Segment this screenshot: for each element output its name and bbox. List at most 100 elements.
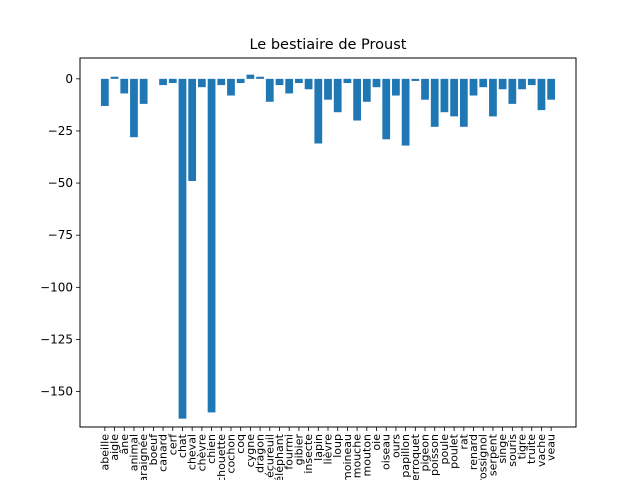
x-tick-label: dragon <box>254 434 267 473</box>
bar-lapin <box>314 78 323 144</box>
bar-serpent <box>489 78 497 117</box>
bar-vache <box>537 78 546 111</box>
x-tick-label: âne <box>118 434 131 455</box>
x-tick-label: ours <box>389 434 402 458</box>
bar-aigle <box>110 76 119 79</box>
x-tick-label: papillon <box>399 434 412 478</box>
bar-souris <box>508 78 517 104</box>
x-tick-label: cygne <box>244 434 257 468</box>
x-tick-label: cerf <box>166 433 179 455</box>
y-tick-label: −25 <box>48 124 73 138</box>
bar-chat <box>178 78 187 419</box>
x-tick-label: lapin <box>312 434 325 461</box>
x-tick-label: écureuil <box>263 434 276 478</box>
x-tick-label: oiseau <box>380 434 393 470</box>
bar-oiseau <box>382 78 391 140</box>
x-tick-label: canard <box>157 434 170 472</box>
bar-insecte <box>304 78 313 90</box>
x-tick-label: chien <box>205 434 218 464</box>
bar-singe <box>498 78 507 90</box>
x-tick-label: rossignol <box>477 434 490 480</box>
x-tick-label: chat <box>176 433 189 458</box>
x-tick-label: souris <box>506 434 519 467</box>
x-tick-label: poule <box>438 434 451 465</box>
x-tick-label: insecte <box>302 434 315 474</box>
bar-ours <box>392 78 400 96</box>
x-axis: abeilleaigleâneanimalaraignéeboeufcanard… <box>98 427 558 480</box>
bar-écureuil <box>265 78 274 102</box>
y-tick-label: 0 <box>65 72 73 86</box>
x-tick-label: moineau <box>341 434 354 480</box>
bar-veau <box>547 78 556 100</box>
x-tick-label: veau <box>545 434 558 461</box>
bar-loup <box>333 78 342 113</box>
x-tick-label: animal <box>127 434 140 471</box>
bar-cerf <box>168 78 177 84</box>
x-tick-label: cochon <box>224 434 237 474</box>
bars-group <box>100 74 556 419</box>
bar-tigre <box>518 78 526 90</box>
bar-abeille <box>100 78 109 106</box>
bar-rat <box>459 78 468 127</box>
x-tick-label: mouche <box>351 434 364 478</box>
bar-araignée <box>139 78 148 104</box>
x-tick-label: oie <box>370 434 383 451</box>
x-tick-label: mouton <box>360 434 373 476</box>
x-tick-label: éléphant <box>273 433 286 480</box>
bar-oie <box>372 78 381 88</box>
bar-éléphant <box>275 78 284 86</box>
y-tick-label: −125 <box>40 332 73 346</box>
x-tick-label: vache <box>535 434 548 467</box>
bar-pigeon <box>421 78 429 100</box>
bar-rossignol <box>479 78 488 88</box>
bar-papillon <box>401 78 410 146</box>
bar-chien <box>207 78 216 413</box>
y-tick-label: −150 <box>40 385 73 399</box>
x-tick-label: abeille <box>98 434 111 471</box>
bar-cygne <box>246 74 255 79</box>
bar-dragon <box>256 76 264 79</box>
bar-moineau <box>343 78 352 84</box>
x-tick-label: poulet <box>448 433 461 469</box>
x-tick-label: fourmi <box>283 434 296 470</box>
bar-truite <box>527 78 536 86</box>
bar-poulet <box>450 78 459 117</box>
bar-mouche <box>353 78 361 121</box>
x-tick-label: chèvre <box>195 434 208 472</box>
bar-perroquet <box>411 78 420 81</box>
x-tick-label: pigeon <box>419 434 432 472</box>
y-tick-label: −100 <box>40 280 73 294</box>
bar-cochon <box>227 78 235 96</box>
bar-canard <box>159 78 167 86</box>
y-tick-label: −50 <box>48 176 73 190</box>
y-tick-label: −75 <box>48 228 73 242</box>
bar-coq <box>236 78 245 84</box>
bar-âne <box>120 78 129 94</box>
x-tick-label: araignée <box>137 434 150 480</box>
y-axis: 0 −25 −50 −75 −100 −125 −150 <box>40 72 80 399</box>
x-tick-label: perroquet <box>409 433 422 480</box>
bar-poule <box>440 78 449 113</box>
x-tick-label: cheval <box>186 434 199 470</box>
bar-poisson <box>430 78 439 127</box>
x-tick-label: aigle <box>108 434 121 461</box>
bar-animal <box>130 78 138 138</box>
bar-lièvre <box>324 78 332 100</box>
x-tick-label: truite <box>525 434 538 464</box>
x-tick-label: chouette <box>215 434 228 480</box>
bar-gibier <box>295 78 303 84</box>
x-tick-label: renard <box>467 434 480 470</box>
x-tick-label: lièvre <box>322 434 335 465</box>
x-tick-label: gibier <box>292 434 305 466</box>
bar-fourmi <box>285 78 294 94</box>
x-tick-label: loup <box>331 434 344 458</box>
x-tick-label: boeuf <box>147 433 160 465</box>
bar-cheval <box>188 78 197 181</box>
x-tick-label: serpent <box>486 433 499 476</box>
bar-chouette <box>217 78 226 86</box>
bar-mouton <box>362 78 371 102</box>
x-tick-label: rat <box>457 433 470 449</box>
x-tick-label: coq <box>234 434 247 454</box>
